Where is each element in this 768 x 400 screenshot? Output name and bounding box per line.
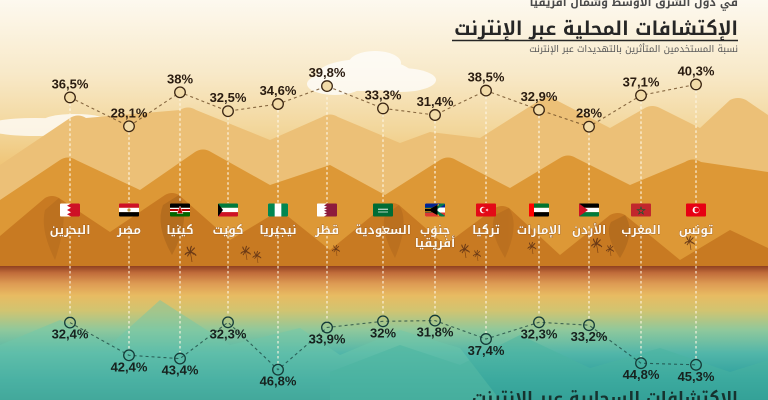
svg-text:37,1%: 37,1% (623, 74, 660, 89)
svg-text:39,8%: 39,8% (309, 65, 346, 80)
svg-text:40,3%: 40,3% (678, 63, 715, 78)
svg-text:38,5%: 38,5% (468, 70, 505, 85)
svg-text:31,8%: 31,8% (417, 325, 454, 340)
svg-text:38%: 38% (167, 71, 193, 86)
svg-text:44,8%: 44,8% (623, 367, 660, 382)
svg-text:33,9%: 33,9% (309, 332, 346, 347)
svg-text:31,4%: 31,4% (417, 94, 454, 109)
svg-text:32,5%: 32,5% (210, 90, 247, 105)
svg-text:33,3%: 33,3% (365, 87, 402, 102)
svg-text:46,8%: 46,8% (260, 374, 297, 389)
svg-text:43,4%: 43,4% (162, 363, 199, 378)
svg-text:32,3%: 32,3% (210, 326, 247, 341)
svg-text:الاكتشافات السحابية عبر الإنتر: الاكتشافات السحابية عبر الإنترنت (472, 383, 738, 400)
svg-text:36,5%: 36,5% (52, 76, 89, 91)
svg-text:45,3%: 45,3% (678, 369, 715, 384)
svg-text:32,3%: 32,3% (521, 326, 558, 341)
svg-text:نسبة المستخدمين المتأثرين بالت: نسبة المستخدمين المتأثرين بالتهديدات عبر… (529, 40, 738, 58)
svg-text:33,2%: 33,2% (571, 329, 608, 344)
svg-text:32,9%: 32,9% (521, 89, 558, 104)
svg-text:32,4%: 32,4% (52, 327, 89, 342)
svg-text:34,6%: 34,6% (260, 83, 297, 98)
svg-text:42,4%: 42,4% (111, 359, 148, 374)
svg-text:28%: 28% (576, 106, 602, 121)
svg-text:28,1%: 28,1% (111, 105, 148, 120)
svg-text:32%: 32% (370, 325, 396, 340)
svg-text:37,4%: 37,4% (468, 343, 505, 358)
